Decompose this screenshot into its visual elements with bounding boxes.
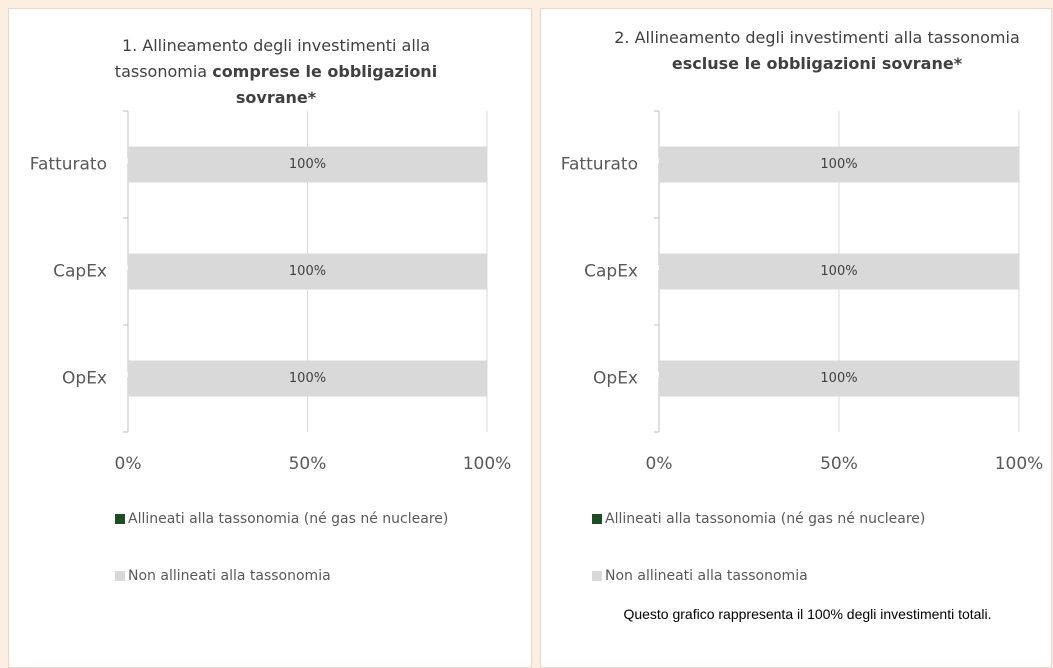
x-tick-label: 100% xyxy=(995,454,1044,474)
bar-segment xyxy=(128,360,487,397)
title-bold: comprese le obbligazioni sovrane* xyxy=(212,62,438,107)
legend-label: Non allineati alla tassonomia xyxy=(128,568,331,584)
legend-swatch xyxy=(115,571,125,581)
data-label: 100% xyxy=(289,157,326,172)
y-tick-label: OpEx xyxy=(62,369,107,389)
bar-segment xyxy=(659,360,1019,397)
note: Questo grafico rappresenta il 100% degli… xyxy=(623,606,992,622)
chart-title: 1. Allineamento degli investimenti alla … xyxy=(86,33,466,111)
legend-swatch xyxy=(115,514,125,524)
y-tick-label: CapEx xyxy=(584,262,638,282)
data-label: 100% xyxy=(289,264,326,279)
y-tick-label: Fatturato xyxy=(30,155,107,175)
legend-swatch xyxy=(592,514,602,524)
bar-segment xyxy=(659,253,1019,290)
data-label: 100% xyxy=(289,371,326,386)
data-label: 100% xyxy=(820,157,857,172)
y-tick-label: CapEx xyxy=(53,262,107,282)
data-label: 100% xyxy=(820,371,857,386)
panel xyxy=(8,8,532,668)
legend-swatch xyxy=(592,571,602,581)
title-text: 2. Allineamento degli investimenti alla … xyxy=(614,28,1020,47)
chart-title: 2. Allineamento degli investimenti alla … xyxy=(612,25,1022,77)
y-tick-label: Fatturato xyxy=(561,155,638,175)
x-tick-label: 0% xyxy=(115,454,142,474)
data-label: 100% xyxy=(820,264,857,279)
bar-segment xyxy=(659,146,1019,183)
x-tick-label: 100% xyxy=(463,454,512,474)
x-tick-label: 0% xyxy=(646,454,673,474)
x-tick-label: 50% xyxy=(820,454,858,474)
bar-segment xyxy=(128,253,487,290)
legend-label: Allineati alla tassonomia (né gas né nuc… xyxy=(128,511,448,527)
x-tick-label: 50% xyxy=(289,454,327,474)
legend-label: Allineati alla tassonomia (né gas né nuc… xyxy=(605,511,925,527)
title-text: 1. Allineamento degli investimenti alla … xyxy=(114,36,431,81)
legend-label: Non allineati alla tassonomia xyxy=(605,568,808,584)
title-bold: escluse le obbligazioni sovrane* xyxy=(671,54,963,73)
bar-segment xyxy=(128,146,487,183)
panel xyxy=(540,8,1052,668)
y-tick-label: OpEx xyxy=(593,369,638,389)
